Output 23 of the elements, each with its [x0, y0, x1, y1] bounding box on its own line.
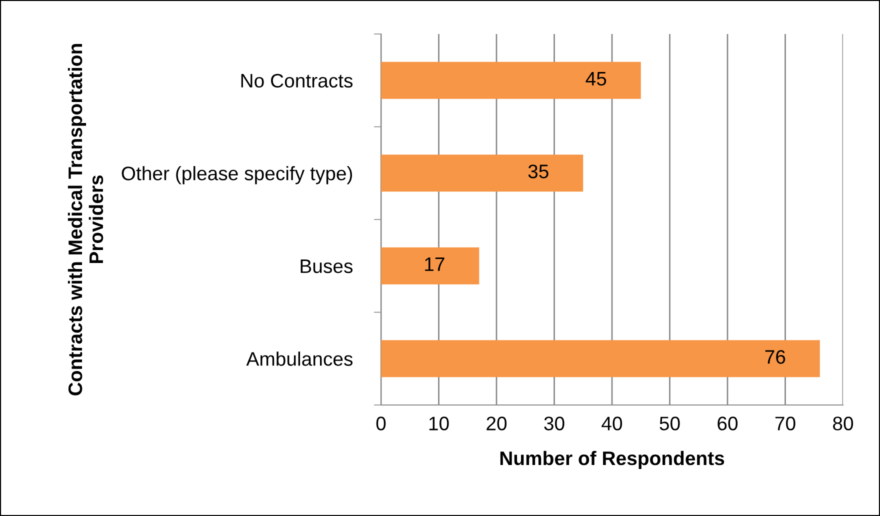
x-tick-label: 0	[376, 416, 386, 430]
x-tick-label: 50	[660, 416, 680, 430]
data-label: 17	[425, 258, 444, 271]
data-label: 76	[765, 350, 786, 364]
bar	[381, 62, 641, 99]
y-tick-label: No Contracts	[241, 74, 353, 88]
y-tick-label: Other (please specify type)	[122, 166, 352, 184]
data-label: 45	[586, 72, 606, 86]
x-tick-label: 10	[429, 416, 449, 430]
x-axis-title: Number of Respondents	[500, 450, 724, 470]
y-tick-label: Buses	[300, 260, 353, 274]
y-axis-title: Contracts with Medical Transportation Providers	[68, 44, 104, 396]
x-tick-label: 80	[833, 416, 854, 430]
bar	[381, 154, 584, 192]
x-tick-label: 20	[486, 416, 507, 430]
bar	[381, 247, 480, 284]
bar	[381, 340, 820, 378]
x-tick-label: 70	[775, 416, 796, 430]
data-label: 35	[528, 164, 548, 178]
x-tick-label: 30	[544, 416, 564, 430]
x-tick-label: 60	[718, 416, 738, 430]
x-tick-label: 40	[602, 416, 622, 430]
y-tick-label: Ambulances	[246, 352, 353, 366]
